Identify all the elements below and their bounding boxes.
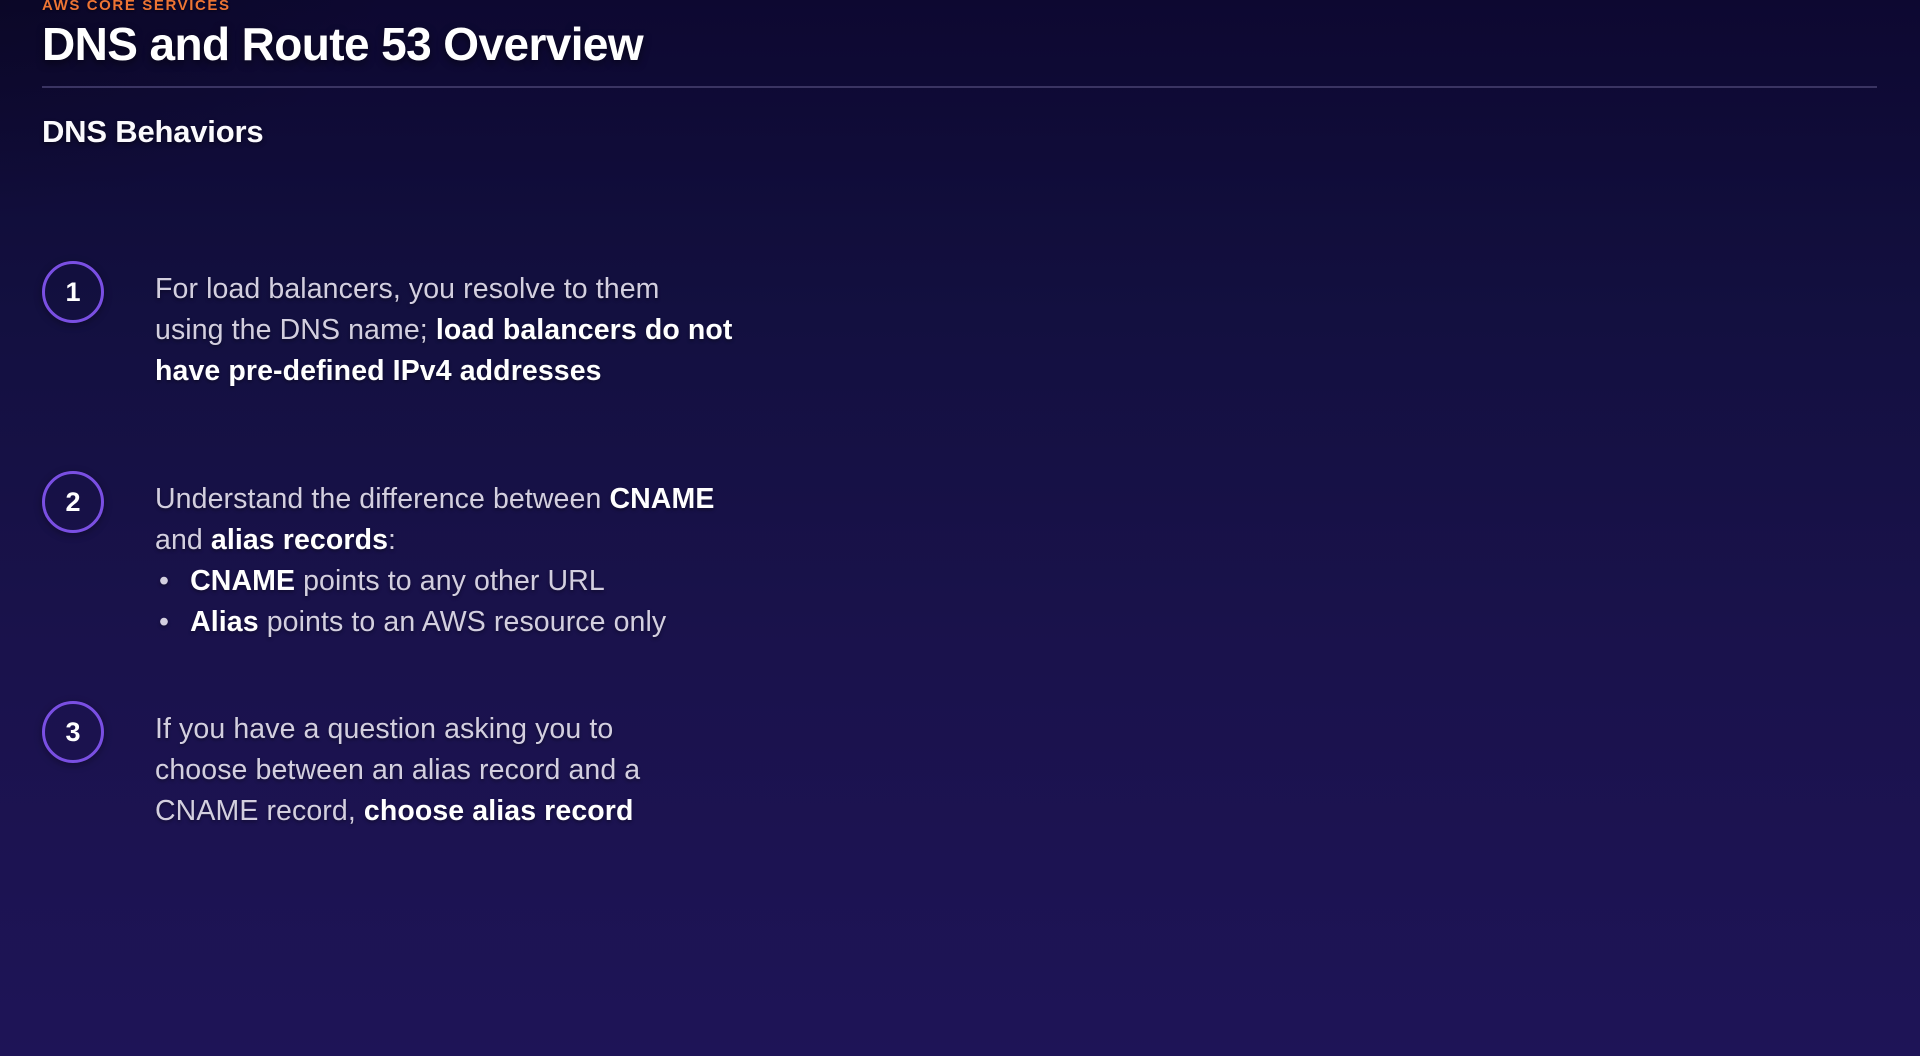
step-number-badge: 2 xyxy=(42,471,104,533)
emphasis-text: load balancers do not xyxy=(435,314,733,346)
section-heading: DNS Behaviors xyxy=(42,114,264,149)
eyebrow-label: AWS CORE SERVICES xyxy=(42,0,231,14)
step-number: 3 xyxy=(65,716,81,747)
text-line: choose between an alias record and a xyxy=(155,750,1877,791)
step-number: 2 xyxy=(65,486,81,517)
text-line: CNAME record, choose alias record xyxy=(155,791,1877,832)
emphasis-text: alias records xyxy=(210,524,389,556)
body-text: choose between an alias record and a xyxy=(155,754,641,786)
body-text: points to any other URL xyxy=(295,565,605,597)
body-text: : xyxy=(388,524,397,556)
body-text: using the DNS name; xyxy=(155,314,436,346)
text-line: and alias records: xyxy=(155,520,1877,561)
bullet-line: • CNAME points to any other URL xyxy=(155,561,1877,602)
text-line: For load balancers, you resolve to them xyxy=(155,269,1877,310)
body-text: CNAME record, xyxy=(155,795,364,827)
emphasis-text: CNAME xyxy=(609,483,715,515)
list-item: 3 If you have a question asking you to cho… xyxy=(42,701,1877,832)
divider xyxy=(42,86,1877,88)
body-text: If you have a question asking you to xyxy=(155,713,614,745)
item-text: For load balancers, you resolve to them u… xyxy=(155,269,1877,392)
text-line: Understand the difference between CNAME xyxy=(155,479,1877,520)
text-line: If you have a question asking you to xyxy=(155,709,1877,750)
item-text: If you have a question asking you to choo… xyxy=(155,709,1877,832)
text-line: using the DNS name; load balancers do no… xyxy=(155,310,1877,351)
items-list: 1 For load balancers, you resolve to them… xyxy=(42,261,1877,832)
body-text: For load balancers, you resolve to them xyxy=(155,273,660,305)
bullet-icon: • xyxy=(159,606,170,638)
emphasis-text: choose alias record xyxy=(363,795,634,827)
body-text: Understand the difference between xyxy=(155,483,610,515)
emphasis-text: Alias xyxy=(190,606,259,638)
body-text: and xyxy=(155,524,211,556)
step-number: 1 xyxy=(65,276,81,307)
page-title: DNS and Route 53 Overview xyxy=(42,18,644,70)
bullet-icon: • xyxy=(159,565,170,597)
emphasis-text: CNAME xyxy=(190,565,296,597)
emphasis-text: have pre-defined IPv4 addresses xyxy=(155,355,602,387)
list-item: 1 For load balancers, you resolve to them… xyxy=(42,261,1877,392)
list-item: 2 Understand the difference between CNAME… xyxy=(42,471,1877,643)
item-text: Understand the difference between CNAME a… xyxy=(155,479,1877,643)
text-line: have pre-defined IPv4 addresses xyxy=(155,351,1877,392)
body-text: points to an AWS resource only xyxy=(258,606,667,638)
step-number-badge: 3 xyxy=(42,701,104,763)
bullet-line: • Alias points to an AWS resource only xyxy=(155,602,1877,643)
step-number-badge: 1 xyxy=(42,261,104,323)
